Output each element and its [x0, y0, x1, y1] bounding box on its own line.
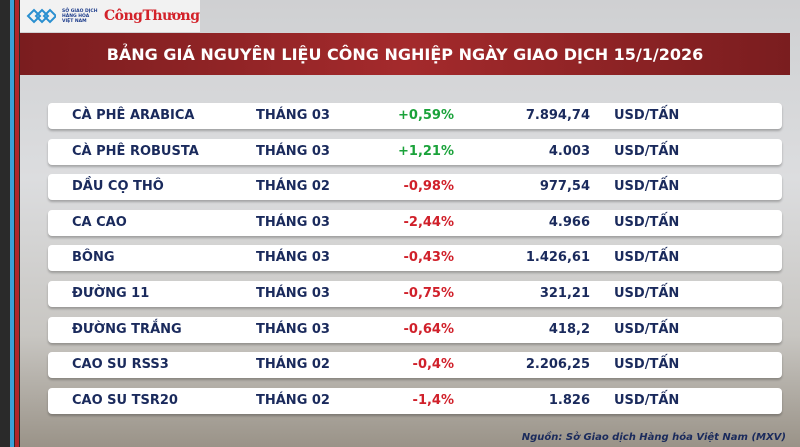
price-change: +0,59%	[398, 108, 454, 123]
price-value: 4.966	[548, 214, 590, 230]
price-value: 2.206,25	[525, 357, 590, 373]
page-title: BẢNG GIÁ NGUYÊN LIỆU CÔNG NGHIỆP NGÀY GI…	[20, 33, 790, 75]
contract-month: THÁNG 02	[256, 392, 330, 408]
commodity-name: ĐƯỜNG TRẮNG	[72, 321, 182, 337]
price-change: -0,64%	[403, 321, 455, 337]
commodity-name: BÔNG	[72, 250, 115, 266]
decor-stripe-blue	[10, 0, 14, 447]
price-value: 977,54	[539, 179, 590, 195]
table-row: CA CAO THÁNG 03 -2,44% 4.966 USD/TẤN	[48, 209, 782, 236]
price-change: -0,4%	[412, 357, 454, 373]
contract-month: THÁNG 03	[256, 214, 330, 230]
table-row: BÔNG THÁNG 03 -0,43% 1.426,61 USD/TẤN	[48, 245, 782, 272]
price-value: 4.003	[548, 143, 590, 159]
contract-month: THÁNG 03	[256, 108, 330, 123]
commodity-name: DẦU CỌ THÔ	[72, 179, 164, 195]
contract-month: THÁNG 03	[256, 250, 330, 266]
price-change: -1,4%	[412, 392, 454, 408]
price-unit: USD/TẤN	[614, 179, 680, 195]
table-row: CÀ PHÊ ARABICA THÁNG 03 +0,59% 7.894,74 USD/…	[48, 103, 782, 129]
price-unit: USD/TẤN	[614, 321, 680, 337]
mxv-logo-text: SỞ GIAO DỊCH HÀNG HÓA VIỆT NAM	[62, 8, 98, 24]
logo-bar: SỞ GIAO DỊCH HÀNG HÓA VIỆT NAM CôngThươn…	[20, 0, 200, 32]
contract-month: THÁNG 02	[256, 179, 330, 195]
commodity-name: CAO SU TSR20	[72, 392, 178, 408]
price-unit: USD/TẤN	[614, 143, 680, 159]
price-value: 7.894,74	[525, 108, 590, 123]
price-change: -0,75%	[403, 286, 455, 301]
price-unit: USD/TẤN	[614, 250, 680, 266]
table-row: CÀ PHÊ ROBUSTA THÁNG 03 +1,21% 4.003 USD/TẤN	[48, 138, 782, 165]
price-unit: USD/TẤN	[614, 392, 680, 408]
price-value: 321,21	[539, 286, 590, 301]
table-row: CAO SU RSS3 THÁNG 02 -0,4% 2.206,25 USD/TẤN	[48, 352, 782, 379]
commodity-name: CAO SU RSS3	[72, 357, 169, 373]
price-value: 418,2	[548, 321, 590, 337]
table-row: ĐƯỜNG TRẮNG THÁNG 03 -0,64% 418,2 USD/TẤN	[48, 316, 782, 343]
table-row: ĐƯỜNG 11 THÁNG 03 -0,75% 321,21 USD/TẤN	[48, 281, 782, 307]
commodity-name: CÀ PHÊ ROBUSTA	[72, 143, 199, 159]
mxv-logo-icon	[26, 8, 56, 24]
price-unit: USD/TẤN	[614, 108, 680, 123]
commodity-name: ĐƯỜNG 11	[72, 286, 150, 301]
table-row: CAO SU TSR20 THÁNG 02 -1,4% 1.826 USD/TẤN	[48, 387, 782, 414]
price-value: 1.826	[548, 392, 590, 408]
decor-stripe-red	[15, 0, 19, 447]
price-unit: USD/TẤN	[614, 286, 680, 301]
price-change: +1,21%	[398, 143, 454, 159]
contract-month: THÁNG 03	[256, 321, 330, 337]
contract-month: THÁNG 03	[256, 143, 330, 159]
table-row: DẦU CỌ THÔ THÁNG 02 -0,98% 977,54 USD/TẤN	[48, 174, 782, 201]
commodity-name: CA CAO	[72, 214, 127, 230]
congthuong-logo: CôngThương	[104, 8, 200, 24]
price-unit: USD/TẤN	[614, 214, 680, 230]
commodity-name: CÀ PHÊ ARABICA	[72, 108, 195, 123]
price-change: -2,44%	[403, 214, 455, 230]
price-change: -0,98%	[403, 179, 455, 195]
price-value: 1.426,61	[525, 250, 590, 266]
contract-month: THÁNG 02	[256, 357, 330, 373]
source-note: Nguồn: Sở Giao dịch Hàng hóa Việt Nam (M…	[521, 432, 786, 443]
price-change: -0,43%	[403, 250, 455, 266]
contract-month: THÁNG 03	[256, 286, 330, 301]
price-unit: USD/TẤN	[614, 357, 680, 373]
